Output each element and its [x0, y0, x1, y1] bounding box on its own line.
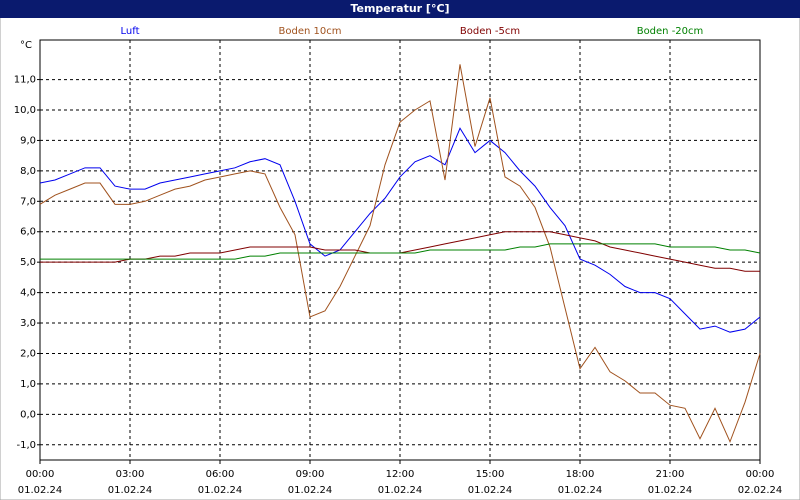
x-tick-label: 06:00 [206, 469, 235, 480]
y-tick-label: -1,0 [16, 440, 36, 451]
legend-entry: Boden 10cm [279, 26, 342, 37]
chart-title: Temperatur [°C] [350, 2, 449, 15]
x-tick-date: 02.02.24 [738, 485, 783, 496]
y-tick-label: 8,0 [20, 166, 36, 177]
x-tick-date: 01.02.24 [288, 485, 333, 496]
x-tick-date: 01.02.24 [108, 485, 153, 496]
y-tick-label: 9,0 [20, 135, 36, 146]
x-tick-label: 21:00 [656, 469, 685, 480]
y-tick-label: 1,0 [20, 379, 36, 390]
x-tick-label: 12:00 [386, 469, 415, 480]
y-tick-label: 6,0 [20, 227, 36, 238]
x-tick-label: 15:00 [476, 469, 505, 480]
legend-entry: Boden -5cm [460, 26, 520, 37]
line-series [40, 243, 761, 260]
legend-entry: Luft [121, 26, 140, 37]
plot-border [39, 39, 761, 461]
x-tick-date: 01.02.24 [18, 485, 63, 496]
y-tick-label: 7,0 [20, 196, 36, 207]
x-tick-date: 01.02.24 [198, 485, 243, 496]
x-tick-date: 01.02.24 [648, 485, 693, 496]
y-tick-label: 5,0 [20, 257, 36, 268]
x-tick-date: 01.02.24 [558, 485, 603, 496]
line-series [39, 127, 761, 333]
x-tick-date: 01.02.24 [378, 485, 423, 496]
title-bar [0, 0, 800, 18]
y-tick-label: 2,0 [20, 348, 36, 359]
legend-entry: Boden -20cm [637, 26, 704, 37]
y-axis-label: °C [20, 40, 32, 51]
x-tick-label: 09:00 [296, 469, 325, 480]
y-tick-label: 3,0 [20, 318, 36, 329]
y-tick-label: 4,0 [20, 288, 36, 299]
x-tick-label: 18:00 [566, 469, 595, 480]
y-tick-label: 0,0 [20, 409, 36, 420]
x-tick-label: 00:00 [26, 469, 55, 480]
y-tick-label: 11,0 [14, 75, 36, 86]
x-tick-label: 03:00 [116, 469, 145, 480]
y-tick-label: 10,0 [14, 105, 36, 116]
x-tick-label: 00:00 [746, 469, 775, 480]
line-series [39, 64, 761, 444]
x-tick-date: 01.02.24 [468, 485, 513, 496]
